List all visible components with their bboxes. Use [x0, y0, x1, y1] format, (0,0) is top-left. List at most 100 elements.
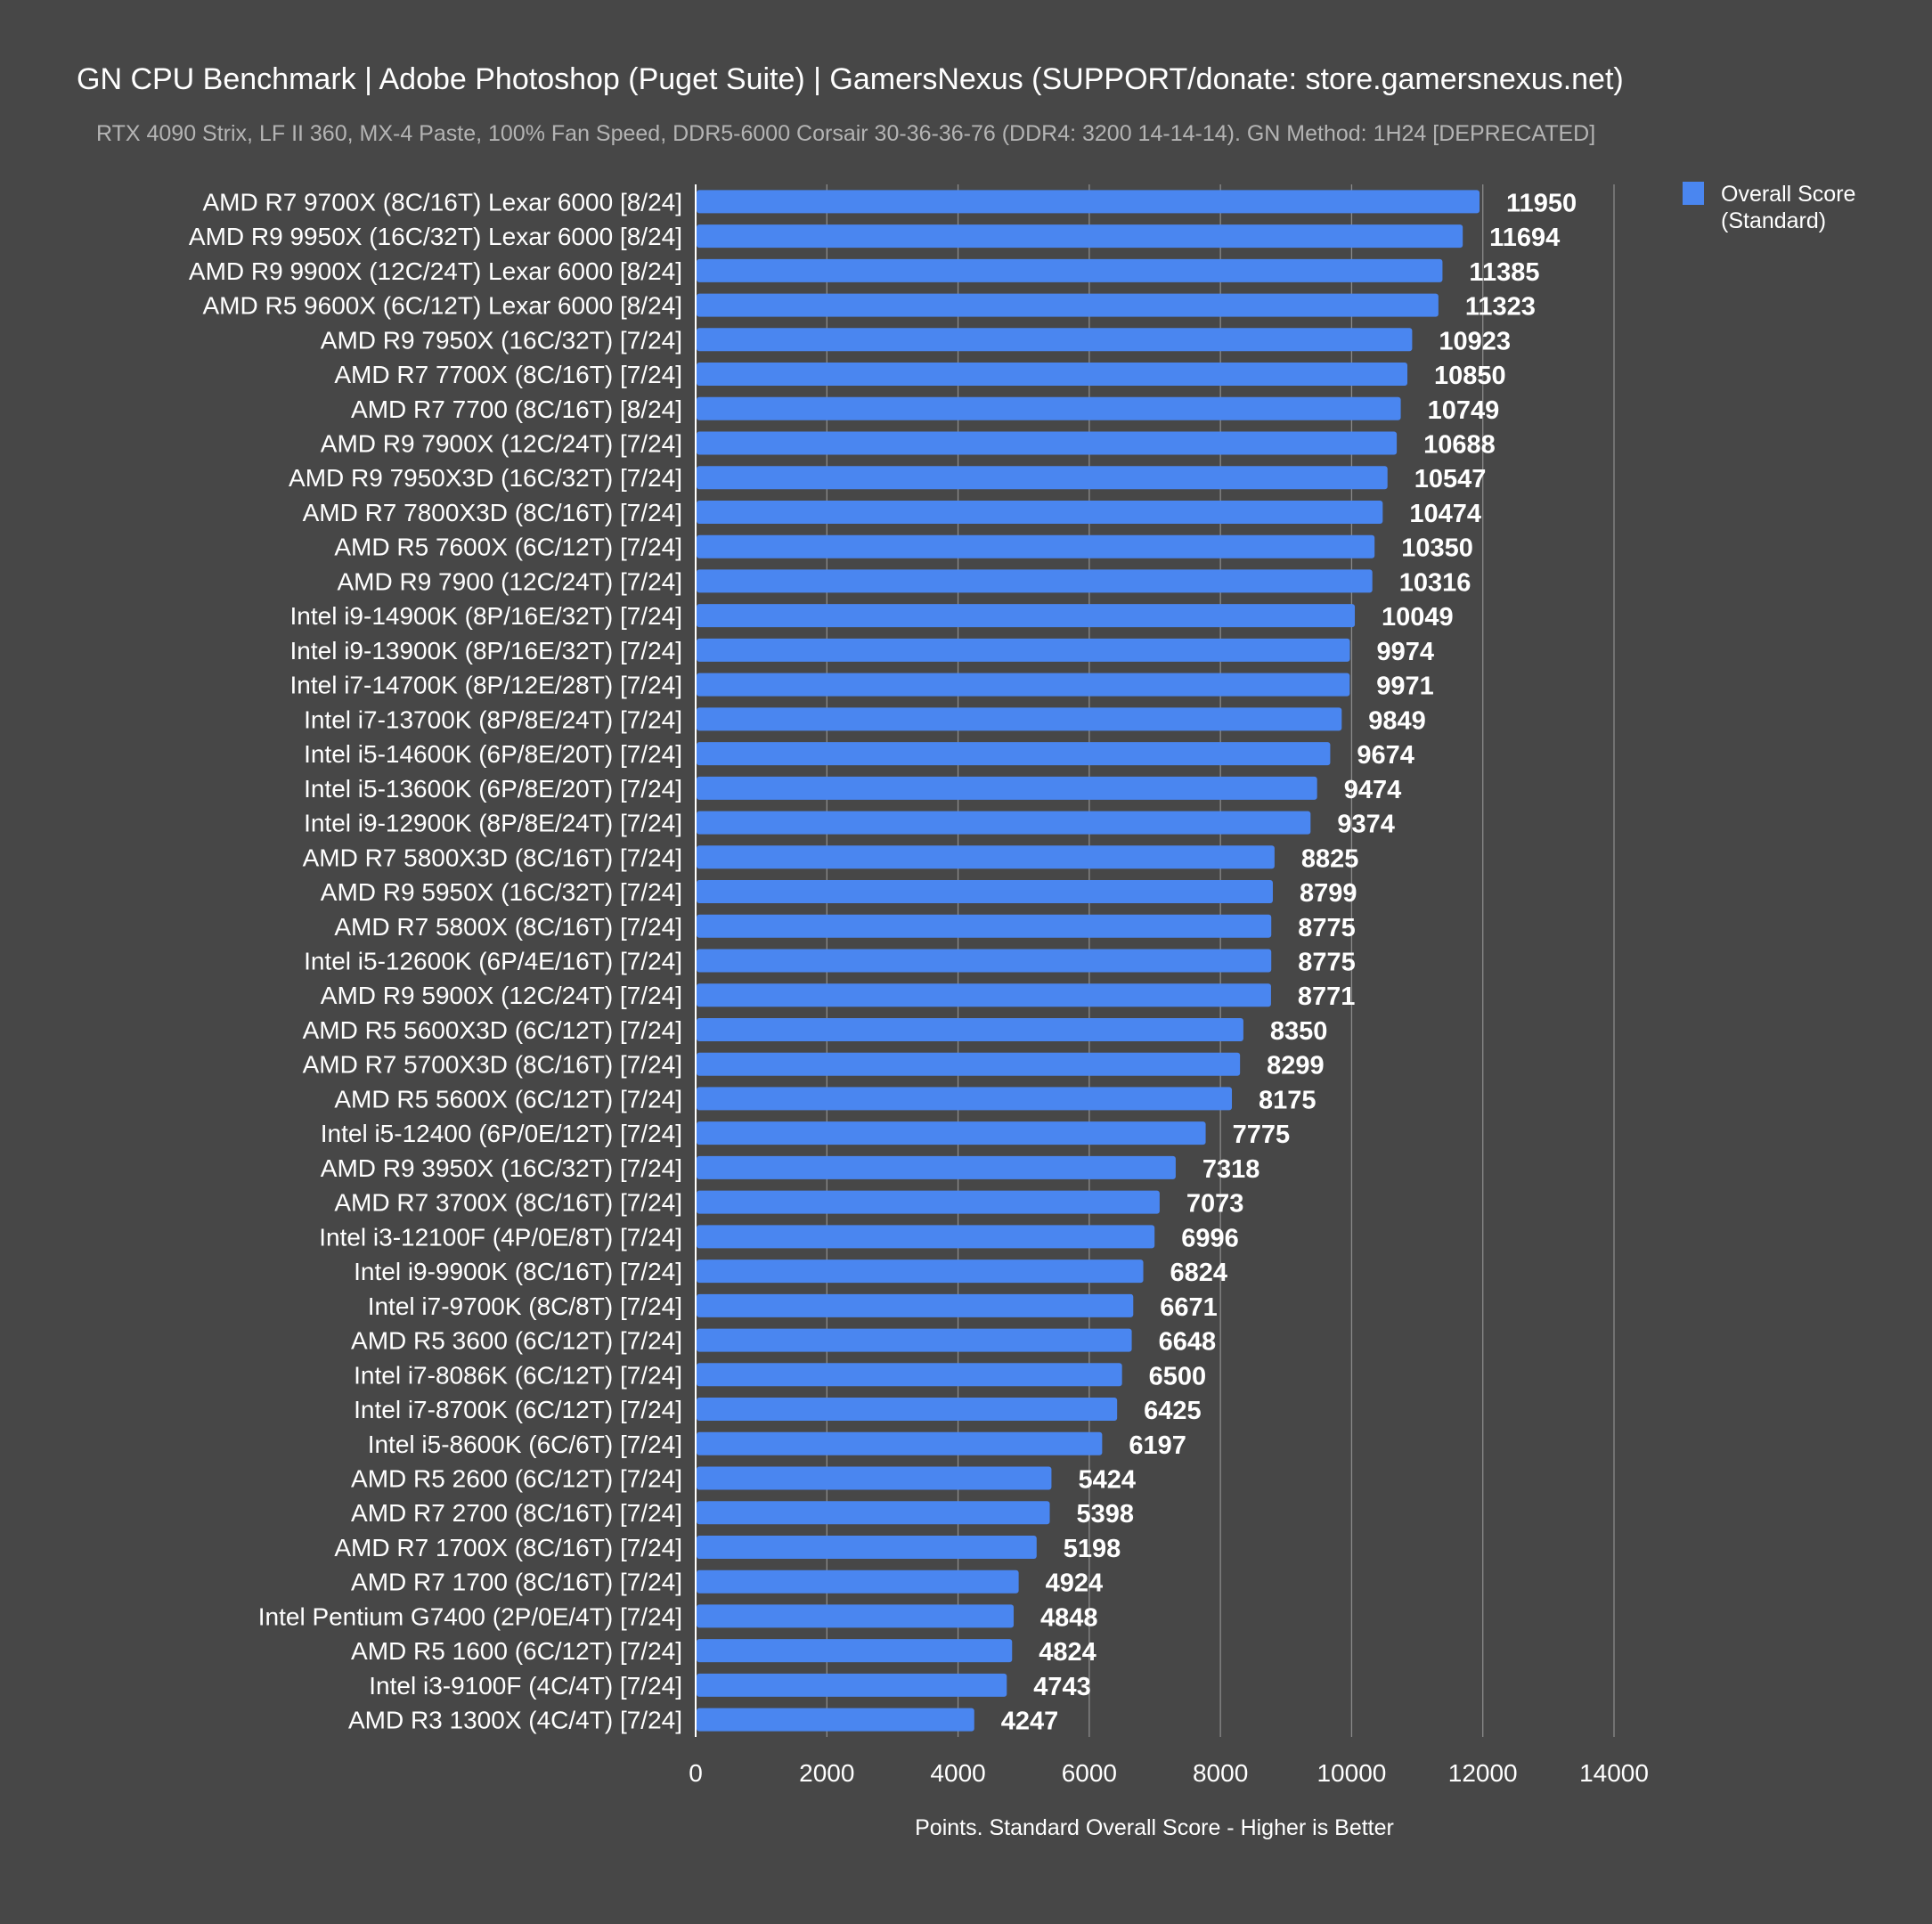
bar: [697, 1190, 1160, 1214]
x-tick-label: 2000: [799, 1759, 854, 1787]
category-label: AMD R5 5600X3D (6C/12T) [7/24]: [303, 1016, 682, 1044]
value-label: 6425: [1144, 1397, 1202, 1425]
x-tick-labels: 0 2000 4000 6000 8000 10000 12000 14000: [689, 1759, 1649, 1787]
value-label: 10316: [1399, 568, 1471, 597]
value-label: 6671: [1160, 1293, 1218, 1322]
category-label: AMD R5 7600X (6C/12T) [7/24]: [334, 534, 682, 561]
value-label: 8299: [1267, 1052, 1325, 1080]
bar: [697, 190, 1480, 214]
category-label: Intel i5-12600K (6P/4E/16T) [7/24]: [304, 948, 682, 975]
value-label: 9849: [1368, 706, 1426, 735]
bar: [697, 1535, 1037, 1559]
category-label: Intel i9-9900K (8C/16T) [7/24]: [354, 1258, 682, 1285]
value-label: 11950: [1506, 189, 1577, 217]
value-label: 7318: [1202, 1155, 1260, 1184]
value-label: 7073: [1186, 1190, 1244, 1219]
category-label: AMD R7 1700 (8C/16T) [7/24]: [351, 1569, 682, 1596]
bar: [697, 1087, 1233, 1111]
x-tick-label: 4000: [930, 1759, 985, 1787]
bar: [697, 500, 1383, 524]
value-label: 11694: [1489, 224, 1560, 252]
x-tick-label: 0: [689, 1759, 703, 1787]
value-label: 4247: [1001, 1708, 1059, 1736]
bar: [697, 1708, 974, 1732]
bars: [697, 190, 1480, 1732]
bar: [697, 1260, 1144, 1284]
value-label: 6648: [1159, 1328, 1217, 1357]
bar: [697, 396, 1401, 420]
value-label: 6197: [1129, 1431, 1186, 1460]
category-label: Intel i5-13600K (6P/8E/20T) [7/24]: [304, 775, 682, 803]
category-label: Intel i7-14700K (8P/12E/28T) [7/24]: [290, 672, 683, 699]
bar: [697, 1155, 1176, 1179]
bar: [697, 811, 1311, 835]
category-label: AMD R7 3700X (8C/16T) [7/24]: [334, 1189, 682, 1217]
value-label: 8799: [1300, 879, 1357, 908]
category-label: Intel i7-8086K (6C/12T) [7/24]: [354, 1361, 682, 1389]
category-labels: AMD R7 9700X (8C/16T) Lexar 6000 [8/24] A…: [189, 188, 682, 1733]
bar: [697, 363, 1408, 387]
value-label: 10547: [1414, 465, 1487, 493]
value-label: 4924: [1046, 1569, 1104, 1598]
bar: [697, 949, 1272, 973]
category-label: AMD R5 1600 (6C/12T) [7/24]: [351, 1637, 682, 1665]
category-label: AMD R7 2700 (8C/16T) [7/24]: [351, 1499, 682, 1527]
category-label: AMD R9 7950X3D (16C/32T) [7/24]: [289, 464, 682, 492]
bar: [697, 431, 1398, 455]
chart-subtitle: RTX 4090 Strix, LF II 360, MX-4 Paste, 1…: [96, 121, 1595, 146]
bar: [697, 1569, 1019, 1594]
value-label: 10350: [1401, 534, 1473, 563]
value-label: 10749: [1428, 396, 1500, 425]
value-label: 4848: [1040, 1603, 1098, 1632]
category-label: Intel Pentium G7400 (2P/0E/4T) [7/24]: [258, 1602, 682, 1630]
legend-label-line1: Overall Score: [1721, 182, 1855, 207]
bar: [697, 983, 1271, 1007]
category-label: AMD R9 5950X (16C/32T) [7/24]: [321, 878, 682, 906]
x-tick-label: 12000: [1448, 1759, 1518, 1787]
category-label: Intel i7-8700K (6C/12T) [7/24]: [354, 1396, 682, 1423]
value-label: 10474: [1409, 500, 1481, 528]
category-label: Intel i9-14900K (8P/16E/32T) [7/24]: [290, 602, 683, 630]
bar: [697, 1398, 1118, 1422]
x-tick-label: 14000: [1579, 1759, 1649, 1787]
value-label: 7775: [1233, 1121, 1291, 1149]
value-label: 8771: [1298, 982, 1356, 1011]
category-label: Intel i7-13700K (8P/8E/24T) [7/24]: [304, 705, 682, 733]
bar: [697, 638, 1350, 662]
bar: [697, 845, 1275, 869]
value-labels: 11950 11694 11385 11323 10923 10850 10749 10688…: [1001, 189, 1577, 1735]
bar: [697, 1431, 1103, 1455]
bar: [697, 880, 1273, 904]
bar: [697, 1017, 1243, 1041]
category-label: AMD R7 1700X (8C/16T) [7/24]: [334, 1534, 682, 1561]
category-label: Intel i7-9700K (8C/8T) [7/24]: [368, 1292, 682, 1320]
category-label: AMD R5 9600X (6C/12T) Lexar 6000 [8/24]: [202, 292, 682, 320]
value-label: 9674: [1357, 741, 1414, 770]
category-label: AMD R7 9700X (8C/16T) Lexar 6000 [8/24]: [202, 188, 682, 216]
bar: [697, 776, 1317, 800]
bar: [697, 1466, 1052, 1490]
category-label: Intel i5-12400 (6P/0E/12T) [7/24]: [321, 1120, 682, 1147]
bar: [697, 914, 1272, 938]
value-label: 10850: [1434, 362, 1506, 390]
bar: [697, 1121, 1206, 1145]
value-label: 9474: [1344, 776, 1402, 804]
value-label: 9974: [1377, 638, 1435, 666]
bar: [697, 673, 1350, 697]
bar: [697, 466, 1388, 490]
bar: [697, 1328, 1132, 1352]
category-label: AMD R9 3950X (16C/32T) [7/24]: [321, 1154, 682, 1182]
bar: [697, 1052, 1241, 1076]
category-label: Intel i3-12100F (4P/0E/8T) [7/24]: [319, 1223, 682, 1251]
category-label: Intel i5-14600K (6P/8E/20T) [7/24]: [304, 740, 682, 768]
category-label: AMD R5 2600 (6C/12T) [7/24]: [351, 1465, 682, 1493]
value-label: 6824: [1170, 1259, 1228, 1287]
category-label: AMD R5 5600X (6C/12T) [7/24]: [334, 1085, 682, 1113]
category-label: AMD R9 7900X (12C/24T) [7/24]: [321, 430, 682, 458]
category-label: Intel i9-13900K (8P/16E/32T) [7/24]: [290, 637, 683, 664]
bar: [697, 742, 1331, 766]
bar: [697, 534, 1375, 558]
bar: [697, 293, 1439, 317]
value-label: 8825: [1301, 844, 1359, 873]
